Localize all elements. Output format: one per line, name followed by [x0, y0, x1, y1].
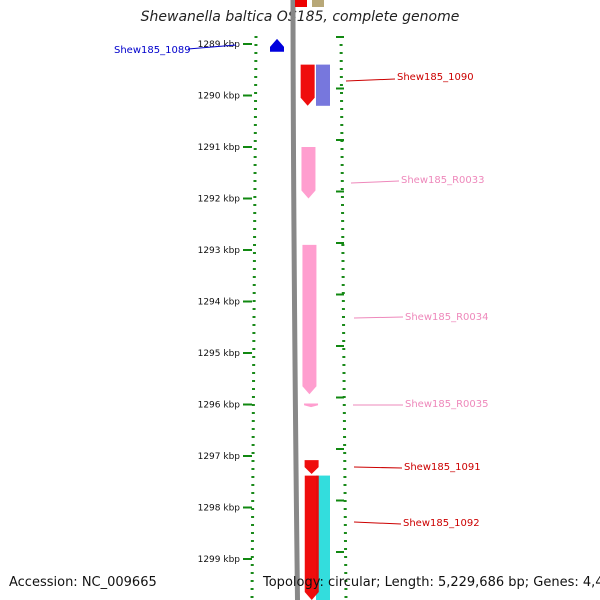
- top-edge-feature-tan: [312, 0, 324, 7]
- top-edge-feature-red: [295, 0, 307, 7]
- gene-features: [270, 38, 330, 600]
- scale-tick-label: 1298 kbp: [198, 504, 241, 514]
- backbone-line: [290, 0, 300, 600]
- gene-label: Shew185_R0035: [405, 399, 489, 410]
- neighbor-feature: [316, 475, 330, 600]
- gene-label: Shew185_R0033: [401, 175, 485, 186]
- gene-arrow: [304, 475, 319, 600]
- neighbor-feature: [316, 64, 330, 106]
- scale-tick-label: 1289 kbp: [198, 40, 241, 50]
- gene-leader-line: [353, 521, 402, 525]
- gene-leader-line: [187, 44, 237, 50]
- accession-text: Accession: NC_009665: [9, 575, 157, 590]
- left-dotted-boundary: [250, 35, 258, 600]
- genome-title: Shewanella baltica OS185, complete genom…: [140, 9, 460, 25]
- scale-tick-label: 1295 kbp: [198, 349, 241, 359]
- gene-arrow: [304, 460, 319, 475]
- scale-tick-label: 1294 kbp: [198, 298, 241, 308]
- gene-arrow: [302, 244, 317, 395]
- gene-label: Shew185_1089: [114, 45, 191, 56]
- scale-tick-label: 1297 kbp: [198, 452, 241, 462]
- gene-leader-line: [353, 466, 403, 469]
- scale-tick-label: 1299 kbp: [198, 555, 241, 565]
- right-dotted-boundary: [339, 35, 348, 600]
- gene-label: Shew185_R0034: [405, 312, 489, 323]
- gene-arrow: [301, 147, 316, 199]
- gene-leader-line: [345, 78, 396, 82]
- scale-ruler: 1289 kbp 1290 kbp 1291 kbp 1292 kbp 1293 kbp…: [198, 36, 344, 565]
- scale-tick-label: 1292 kbp: [198, 195, 241, 205]
- scale-tick-label: 1296 kbp: [198, 401, 241, 411]
- gene-label: Shew185_1090: [397, 72, 474, 83]
- gene-arrow: [300, 64, 315, 106]
- genome-stats-text: Topology: circular; Length: 5,229,686 bp…: [263, 575, 600, 590]
- gene-arrow: [304, 403, 319, 408]
- gene-labels: Shew185_1089 Shew185_1090 Shew185_R0033 She…: [114, 44, 489, 529]
- gene-arrow: [270, 38, 284, 52]
- scale-tick-label: 1293 kbp: [198, 246, 241, 256]
- gene-leader-line: [353, 316, 404, 319]
- gene-label: Shew185_1092: [403, 518, 480, 529]
- genome-backbone: [290, 0, 324, 600]
- gene-label: Shew185_1091: [404, 462, 481, 473]
- gene-leader-line: [350, 180, 400, 184]
- scale-tick-label: 1290 kbp: [198, 92, 241, 102]
- scale-tick-label: 1291 kbp: [198, 143, 241, 153]
